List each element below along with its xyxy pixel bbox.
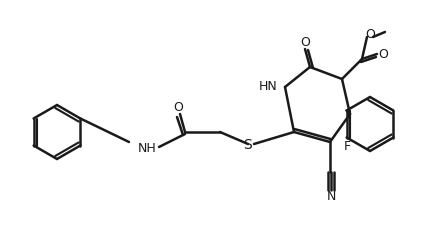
Text: HN: HN (259, 80, 278, 93)
Text: N: N (326, 190, 335, 203)
Text: F: F (344, 139, 351, 152)
Text: NH: NH (138, 141, 157, 154)
Text: O: O (173, 101, 183, 114)
Text: O: O (300, 35, 310, 48)
Text: S: S (243, 137, 252, 151)
Text: O: O (378, 48, 388, 61)
Text: O: O (365, 28, 375, 41)
